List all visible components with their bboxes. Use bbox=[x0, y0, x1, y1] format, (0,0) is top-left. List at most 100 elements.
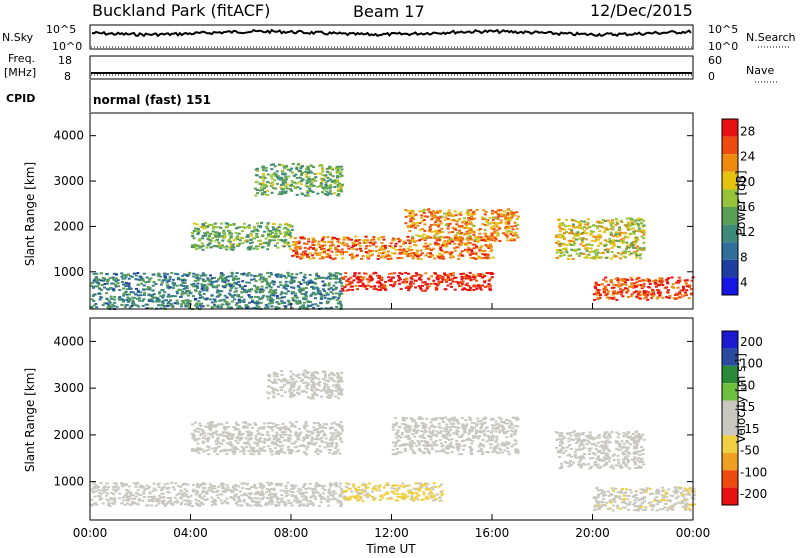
data-cell bbox=[381, 242, 384, 244]
data-cell bbox=[214, 301, 217, 303]
data-cell bbox=[288, 245, 291, 247]
data-cell bbox=[459, 211, 462, 213]
data-cell bbox=[316, 186, 319, 188]
data-cell bbox=[165, 299, 168, 301]
data-cell bbox=[179, 289, 182, 291]
data-cell bbox=[213, 502, 216, 504]
data-cell bbox=[271, 192, 274, 194]
data-cell bbox=[575, 249, 578, 251]
data-cell bbox=[295, 435, 298, 437]
data-cell bbox=[208, 449, 211, 451]
data-cell bbox=[205, 493, 208, 495]
data-cell bbox=[238, 233, 241, 235]
data-cell bbox=[203, 435, 206, 437]
data-cell bbox=[343, 239, 346, 241]
data-cell bbox=[242, 450, 245, 452]
data-cell bbox=[328, 394, 331, 396]
data-cell bbox=[317, 291, 320, 293]
data-cell bbox=[455, 235, 458, 237]
data-cell bbox=[632, 247, 635, 249]
data-cell bbox=[567, 255, 570, 257]
data-cell bbox=[240, 296, 243, 298]
data-cell bbox=[453, 243, 456, 245]
data-cell bbox=[572, 220, 575, 222]
data-cell bbox=[237, 428, 240, 430]
data-cell bbox=[317, 389, 320, 391]
data-cell bbox=[624, 224, 627, 226]
data-cell bbox=[195, 230, 198, 232]
data-cell bbox=[394, 245, 397, 247]
data-cell bbox=[458, 219, 461, 221]
data-cell bbox=[214, 450, 217, 452]
data-cell bbox=[424, 246, 427, 248]
data-cell bbox=[608, 238, 611, 240]
data-cell bbox=[498, 228, 501, 230]
data-cell bbox=[470, 257, 473, 259]
data-cell bbox=[192, 484, 195, 486]
data-cell bbox=[359, 245, 362, 247]
data-cell bbox=[309, 252, 312, 254]
data-cell bbox=[467, 252, 470, 254]
data-cell bbox=[259, 176, 262, 178]
data-cell bbox=[335, 390, 338, 392]
data-cell bbox=[241, 288, 244, 290]
data-cell bbox=[556, 257, 559, 259]
data-cell bbox=[127, 301, 130, 303]
data-cell bbox=[286, 382, 289, 384]
data-cell bbox=[387, 258, 390, 260]
data-cell bbox=[105, 495, 108, 497]
data-cell bbox=[423, 234, 426, 236]
data-cell bbox=[433, 482, 436, 484]
data-cell bbox=[247, 496, 250, 498]
data-cell bbox=[201, 242, 204, 244]
data-cell bbox=[110, 296, 113, 298]
data-cell bbox=[512, 228, 515, 230]
data-cell bbox=[191, 433, 194, 435]
data-cell bbox=[306, 254, 309, 256]
data-cell bbox=[341, 175, 344, 177]
data-cell bbox=[270, 496, 273, 498]
data-cell bbox=[478, 257, 481, 259]
data-cell bbox=[370, 286, 373, 288]
data-cell bbox=[634, 252, 637, 254]
data-cell bbox=[467, 289, 470, 291]
data-cell bbox=[288, 231, 291, 233]
data-cell bbox=[306, 446, 309, 448]
data-cell bbox=[610, 232, 613, 234]
data-cell bbox=[474, 239, 477, 241]
data-cell bbox=[514, 232, 517, 234]
data-cell bbox=[495, 218, 498, 220]
data-cell bbox=[256, 301, 259, 303]
data-cell bbox=[95, 504, 98, 506]
data-cell bbox=[223, 246, 226, 248]
data-cell bbox=[375, 250, 378, 252]
data-cell bbox=[158, 495, 161, 497]
data-cell bbox=[200, 433, 203, 435]
data-cell bbox=[470, 218, 473, 220]
data-cell bbox=[273, 179, 276, 181]
data-cell bbox=[439, 211, 442, 213]
data-cell bbox=[484, 233, 487, 235]
data-cell bbox=[312, 244, 315, 246]
data-cell bbox=[186, 484, 189, 486]
data-cell bbox=[580, 233, 583, 235]
data-cell bbox=[312, 377, 315, 379]
data-cell bbox=[220, 236, 223, 238]
data-cell bbox=[335, 292, 338, 294]
data-cell bbox=[286, 380, 289, 382]
data-cell bbox=[312, 426, 315, 428]
data-cell bbox=[275, 432, 278, 434]
data-cell bbox=[95, 273, 98, 275]
data-cell bbox=[306, 384, 309, 386]
data-cell bbox=[332, 498, 335, 500]
data-cell bbox=[449, 283, 452, 285]
data-cell bbox=[241, 237, 244, 239]
data-cell bbox=[480, 289, 483, 291]
data-cell bbox=[341, 380, 344, 382]
data-cell bbox=[465, 213, 468, 215]
data-cell bbox=[454, 289, 457, 291]
data-cell bbox=[286, 187, 289, 189]
data-cell bbox=[295, 249, 298, 251]
data-cell bbox=[253, 275, 256, 277]
data-cell bbox=[192, 490, 195, 492]
